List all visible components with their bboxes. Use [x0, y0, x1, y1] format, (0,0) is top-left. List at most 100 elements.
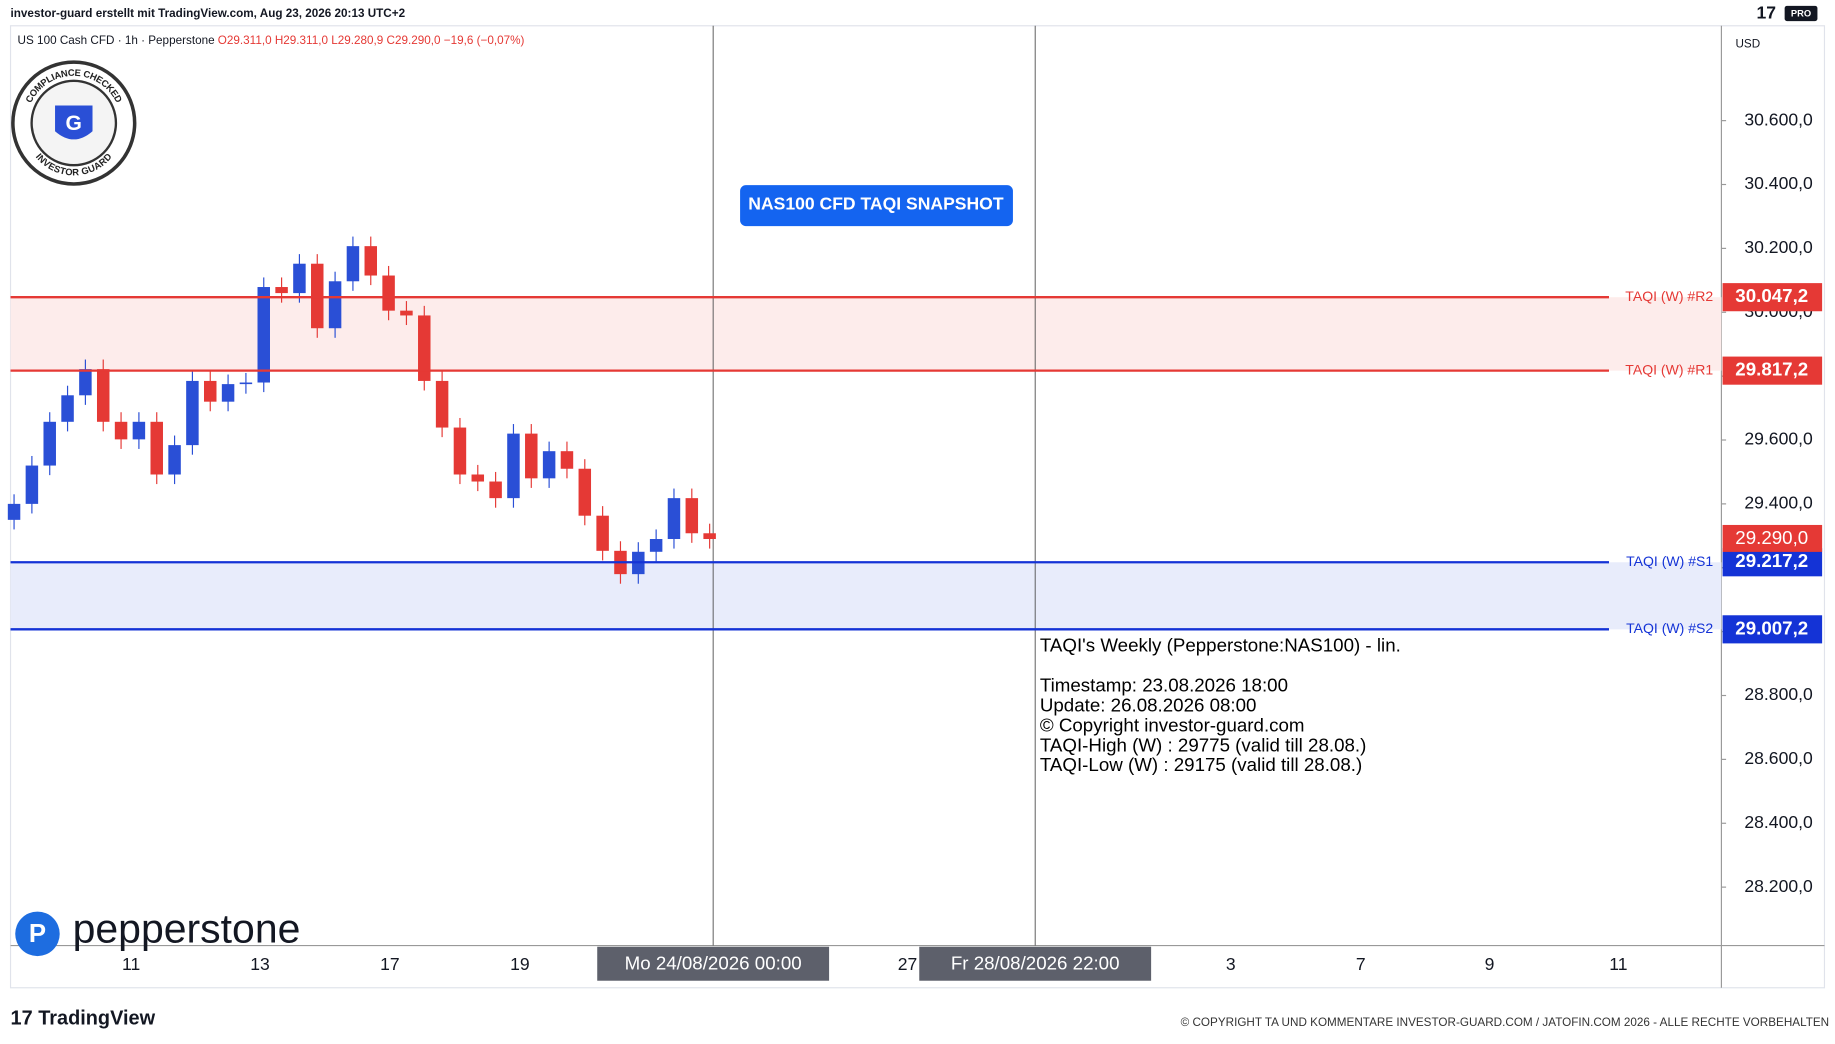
pro-badge: [1784, 5, 1818, 22]
y-tick-label: 30.600,0: [1744, 109, 1813, 129]
footer-copyright: © COPYRIGHT TA UND KOMMENTARE INVESTOR-G…: [1181, 1016, 1830, 1029]
candle-body: [43, 421, 56, 466]
level-price: 30.047,2: [1735, 285, 1808, 306]
x-tick-label: 9: [1485, 954, 1495, 974]
candle-body: [186, 380, 199, 446]
footer-brand-text: TradingView: [38, 1008, 155, 1030]
candle-body: [435, 380, 449, 428]
candle-body: [25, 465, 39, 504]
broker-icon-letter: P: [29, 920, 46, 948]
candle-body: [507, 433, 520, 499]
level-price: 29.217,2: [1735, 550, 1808, 571]
tv-mark: 17: [1757, 3, 1777, 23]
last-price: 29.290,0: [1735, 527, 1808, 548]
candle-body: [382, 275, 395, 311]
currency: USD: [1735, 38, 1760, 51]
symbol: US 100 Cash CFD · 1h · Pepperstone: [18, 34, 215, 47]
level-price-box: [1722, 356, 1823, 385]
candle-body: [204, 380, 217, 402]
note-line: TAQI-High (W) : 29775 (valid till 28.08.…: [1040, 734, 1366, 755]
x-tick-label: 3: [1226, 954, 1236, 974]
candle-body: [418, 315, 431, 381]
footer-brand: 17 TradingView: [11, 1008, 156, 1030]
candle-body: [168, 445, 181, 475]
note-line: TAQI's Weekly (Pepperstone:NAS100) - lin…: [1040, 635, 1401, 656]
x-tick-label: 11: [122, 954, 140, 974]
badge-shield: [55, 105, 93, 140]
note-line: Update: 26.08.2026 08:00: [1040, 694, 1257, 715]
last-price-box: [1722, 524, 1823, 552]
note-line: TAQI-Low (W) : 29175 (valid till 28.08.): [1040, 754, 1362, 775]
y-tick-label: 28.200,0: [1744, 876, 1813, 896]
candle-body: [542, 451, 556, 479]
candle-body: [578, 468, 592, 516]
candle-body: [328, 281, 342, 329]
candle-body: [703, 533, 716, 540]
broker-name: pepperstone: [73, 905, 301, 951]
candle-body: [239, 382, 253, 385]
candle-body: [114, 421, 128, 440]
y-tick-label: 28.800,0: [1744, 684, 1813, 704]
candle-body: [560, 451, 574, 469]
x-tick-label: 27: [898, 954, 918, 974]
x-tick-label: 11: [1609, 954, 1627, 974]
candle-body: [667, 498, 681, 540]
level-name: TAQI (W) #S1: [1626, 553, 1713, 569]
tv-pro-logo: 17 PRO: [1757, 3, 1818, 23]
level-price: 29.817,2: [1735, 359, 1808, 380]
pro-text: PRO: [1791, 9, 1811, 19]
candle-body: [61, 395, 74, 422]
candle-body: [7, 503, 21, 520]
y-tick-label: 29.400,0: [1744, 493, 1813, 513]
x-tick-label: 7: [1356, 954, 1366, 974]
candle-body: [346, 246, 360, 282]
candle-body: [311, 263, 324, 329]
candle-body: [257, 287, 270, 383]
level-price-box: [1722, 615, 1823, 644]
candle-body: [489, 481, 502, 499]
title-box: [740, 185, 1013, 227]
note-line: Timestamp: 23.08.2026 18:00: [1040, 675, 1288, 696]
credit: investor-guard erstellt mit TradingView.…: [11, 7, 406, 20]
y-tick-label: 29.600,0: [1744, 429, 1813, 449]
candle-body: [596, 515, 609, 551]
x-tick-label: 13: [250, 954, 270, 974]
level-name: TAQI (W) #R2: [1625, 288, 1713, 304]
candle-body: [525, 433, 538, 479]
note-line: © Copyright investor-guard.com: [1040, 714, 1305, 735]
candle-body: [96, 369, 110, 422]
tv-mark: 17: [11, 1008, 39, 1030]
level-name: TAQI (W) #R1: [1625, 361, 1713, 377]
compliance-badge: COMPLIANCE CHECKED INVESTOR GUARD G: [11, 60, 137, 186]
ohlc: O29.311,0 H29.311,0 L29.280,9 C29.290,0 …: [218, 34, 525, 47]
candle-body: [471, 474, 485, 482]
candle-body: [685, 498, 699, 534]
candle-body: [132, 421, 146, 440]
candle-body: [150, 421, 163, 475]
level-zone: [10, 297, 1722, 371]
y-tick-label: 28.600,0: [1744, 748, 1813, 768]
cursor-label: Fr 28/08/2026 22:00: [951, 952, 1120, 973]
candle-body: [649, 539, 663, 552]
pepperstone-logo: P pepperstone: [15, 905, 301, 957]
level-price: 29.007,2: [1735, 617, 1808, 638]
cursor-label-box: [597, 946, 830, 981]
x-tick-label: 19: [510, 954, 530, 974]
chart-title: NAS100 CFD TAQI SNAPSHOT: [748, 194, 1004, 214]
x-tick-label: 17: [380, 954, 400, 974]
level-zone: [10, 562, 1722, 630]
candle-body: [293, 263, 306, 294]
broker-icon: [15, 911, 60, 957]
badge-letter: G: [66, 112, 82, 135]
cursor-label-box: [919, 946, 1152, 981]
level-price-box: [1722, 283, 1823, 312]
candle-body: [275, 287, 288, 294]
candle-body: [364, 246, 378, 276]
cursor-label: Mo 24/08/2026 00:00: [625, 952, 802, 973]
y-tick-label: 28.400,0: [1744, 812, 1813, 832]
candle-body: [400, 310, 413, 316]
level-name: TAQI (W) #S2: [1626, 620, 1713, 636]
y-tick-label: 30.400,0: [1744, 173, 1813, 193]
